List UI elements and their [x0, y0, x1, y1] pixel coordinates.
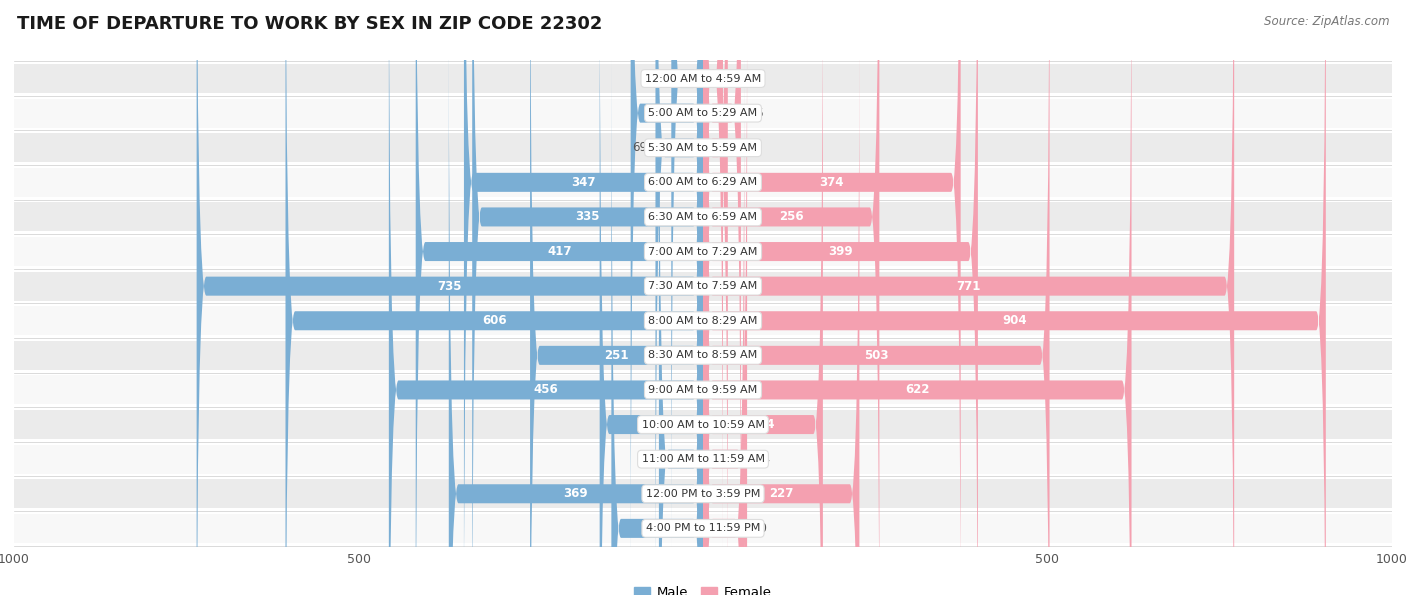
Text: 771: 771 [956, 280, 981, 293]
Text: 55: 55 [749, 107, 763, 120]
Bar [14, 514, 1392, 543]
Bar [14, 237, 1392, 266]
FancyBboxPatch shape [285, 0, 703, 595]
Text: 105: 105 [655, 107, 679, 120]
Text: 4:00 PM to 11:59 PM: 4:00 PM to 11:59 PM [645, 524, 761, 533]
Text: Source: ZipAtlas.com: Source: ZipAtlas.com [1264, 15, 1389, 28]
Text: 456: 456 [533, 383, 558, 396]
Text: 256: 256 [779, 211, 803, 224]
Bar [14, 133, 1392, 162]
Bar [14, 271, 1392, 300]
Text: 174: 174 [751, 418, 775, 431]
FancyBboxPatch shape [659, 0, 703, 595]
Bar [14, 168, 1392, 197]
Text: 6:30 AM to 6:59 AM: 6:30 AM to 6:59 AM [648, 212, 758, 222]
FancyBboxPatch shape [703, 0, 747, 595]
Text: 9:00 AM to 9:59 AM: 9:00 AM to 9:59 AM [648, 385, 758, 395]
Text: 5:00 AM to 5:29 AM: 5:00 AM to 5:29 AM [648, 108, 758, 118]
Bar [14, 375, 1392, 405]
Text: 8:30 AM to 8:59 AM: 8:30 AM to 8:59 AM [648, 350, 758, 361]
Text: 8:00 AM to 8:29 AM: 8:00 AM to 8:29 AM [648, 316, 758, 325]
FancyBboxPatch shape [703, 0, 960, 595]
Text: 7:30 AM to 7:59 AM: 7:30 AM to 7:59 AM [648, 281, 758, 291]
Text: 46: 46 [648, 72, 664, 85]
FancyBboxPatch shape [631, 0, 703, 588]
Text: 64: 64 [755, 453, 770, 466]
Bar [14, 202, 1392, 231]
FancyBboxPatch shape [703, 0, 879, 595]
Text: 5:30 AM to 5:59 AM: 5:30 AM to 5:59 AM [648, 143, 758, 153]
FancyBboxPatch shape [612, 54, 703, 595]
FancyBboxPatch shape [197, 0, 703, 595]
Text: 417: 417 [547, 245, 572, 258]
Text: 399: 399 [828, 245, 853, 258]
Text: 503: 503 [865, 349, 889, 362]
Text: 12:00 PM to 3:59 PM: 12:00 PM to 3:59 PM [645, 488, 761, 499]
FancyBboxPatch shape [703, 0, 1234, 595]
Text: 904: 904 [1002, 314, 1026, 327]
Text: 227: 227 [769, 487, 793, 500]
Bar [14, 306, 1392, 336]
Legend: Male, Female: Male, Female [628, 581, 778, 595]
Text: 735: 735 [437, 280, 463, 293]
Text: 6:00 AM to 6:29 AM: 6:00 AM to 6:29 AM [648, 177, 758, 187]
Bar [14, 341, 1392, 370]
Text: 10:00 AM to 10:59 AM: 10:00 AM to 10:59 AM [641, 419, 765, 430]
FancyBboxPatch shape [703, 0, 1049, 595]
Text: 251: 251 [605, 349, 628, 362]
Text: 11:00 AM to 11:59 AM: 11:00 AM to 11:59 AM [641, 454, 765, 464]
Bar [14, 99, 1392, 128]
FancyBboxPatch shape [671, 0, 703, 553]
FancyBboxPatch shape [464, 0, 703, 595]
FancyBboxPatch shape [655, 0, 703, 595]
Text: 606: 606 [482, 314, 506, 327]
FancyBboxPatch shape [703, 0, 723, 553]
FancyBboxPatch shape [530, 0, 703, 595]
Text: 29: 29 [731, 72, 747, 85]
Text: TIME OF DEPARTURE TO WORK BY SEX IN ZIP CODE 22302: TIME OF DEPARTURE TO WORK BY SEX IN ZIP … [17, 15, 602, 33]
Bar [14, 64, 1392, 93]
Text: 64: 64 [636, 453, 651, 466]
FancyBboxPatch shape [703, 0, 741, 588]
Bar [14, 444, 1392, 474]
Text: 69: 69 [633, 141, 647, 154]
Text: 60: 60 [752, 522, 768, 535]
Text: 374: 374 [820, 176, 844, 189]
Text: 7:00 AM to 7:29 AM: 7:00 AM to 7:29 AM [648, 246, 758, 256]
Text: 133: 133 [645, 522, 669, 535]
Text: 369: 369 [564, 487, 588, 500]
Text: 622: 622 [905, 383, 929, 396]
FancyBboxPatch shape [703, 0, 823, 595]
FancyBboxPatch shape [703, 0, 979, 595]
FancyBboxPatch shape [389, 0, 703, 595]
Text: 150: 150 [640, 418, 664, 431]
FancyBboxPatch shape [703, 0, 1326, 595]
Text: 36: 36 [737, 141, 751, 154]
FancyBboxPatch shape [703, 0, 1132, 595]
Text: 12:00 AM to 4:59 AM: 12:00 AM to 4:59 AM [645, 74, 761, 83]
FancyBboxPatch shape [703, 54, 744, 595]
FancyBboxPatch shape [416, 0, 703, 595]
FancyBboxPatch shape [703, 0, 728, 595]
FancyBboxPatch shape [472, 0, 703, 595]
FancyBboxPatch shape [703, 19, 859, 595]
Bar [14, 479, 1392, 508]
FancyBboxPatch shape [599, 0, 703, 595]
FancyBboxPatch shape [449, 19, 703, 595]
Text: 335: 335 [575, 211, 600, 224]
Text: 347: 347 [571, 176, 596, 189]
Bar [14, 410, 1392, 439]
